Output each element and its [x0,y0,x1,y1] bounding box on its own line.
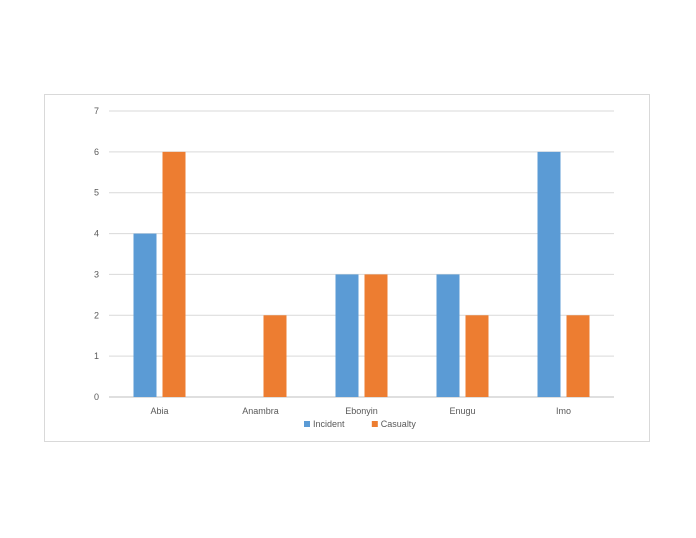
y-tick-label: 1 [94,351,99,361]
legend-label-casualty: Casualty [381,419,417,429]
bar-casualty [465,315,489,397]
y-tick-label: 4 [94,229,99,239]
x-tick-label: Abia [150,406,168,416]
x-tick-label: Ebonyin [345,406,378,416]
x-tick-label: Anambra [242,406,279,416]
bar-casualty [263,315,287,397]
legend-swatch-incident [304,421,310,427]
y-tick-label: 2 [94,310,99,320]
x-tick-label: Imo [556,406,571,416]
y-tick-label: 0 [94,392,99,402]
bar-incident [436,274,460,397]
bar-casualty [566,315,590,397]
legend-swatch-casualty [371,421,378,427]
bar-incident [133,233,157,397]
bar-incident [335,274,359,397]
bar-casualty [162,151,186,397]
bar-casualty [364,274,388,397]
y-tick-label: 3 [94,269,99,279]
y-tick-label: 7 [94,106,99,116]
bar-incident [537,151,561,397]
legend-label-incident: Incident [313,419,345,429]
y-tick-label: 6 [94,147,99,157]
y-tick-label: 5 [94,188,99,198]
x-tick-label: Enugu [449,406,475,416]
